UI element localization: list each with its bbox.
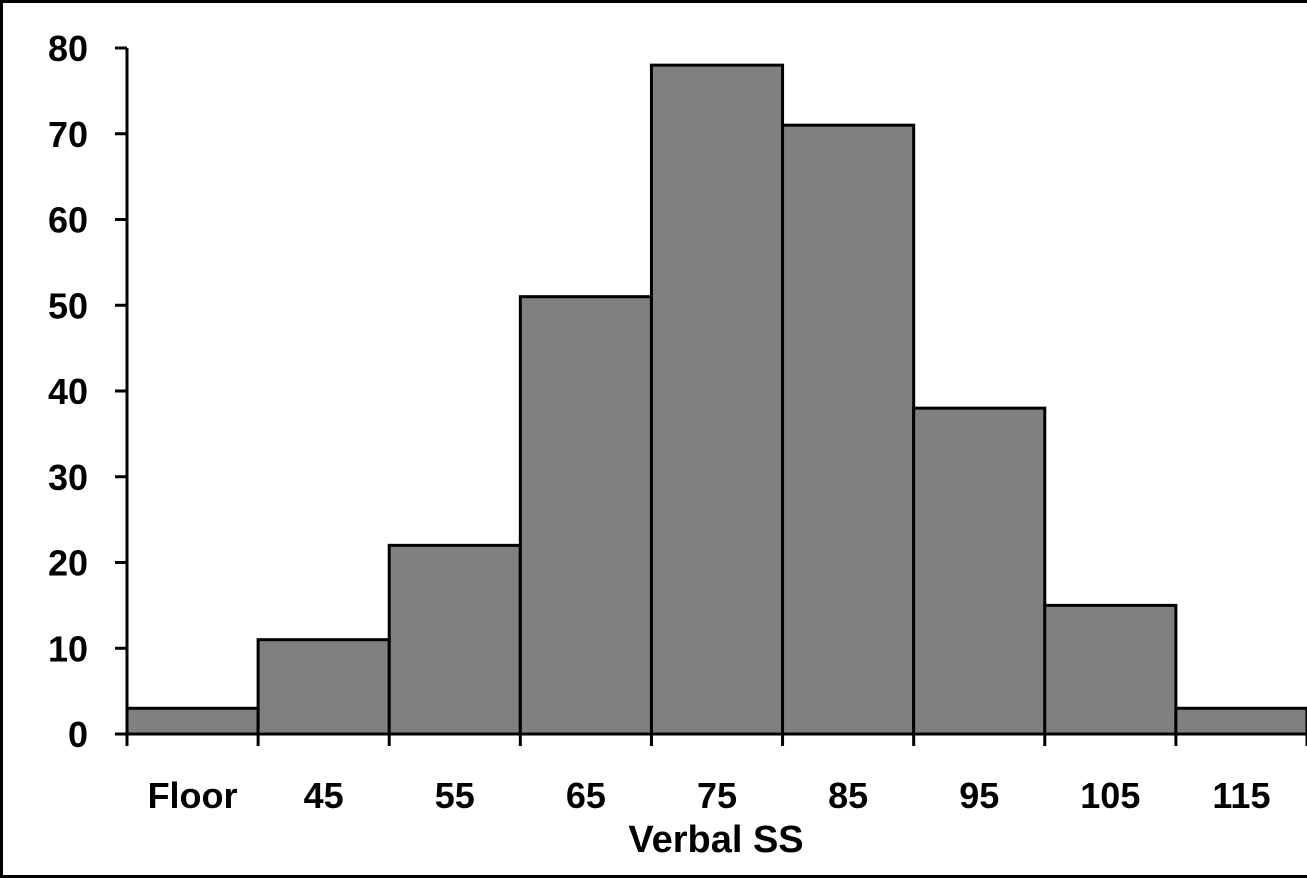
x-tick-label-75: 75 bbox=[697, 775, 737, 816]
x-ticks-group: Floor 45 55 65 75 85 95 105 115 bbox=[125, 734, 1307, 816]
y-ticks-group: 0 10 20 30 40 50 60 70 80 bbox=[48, 28, 127, 755]
x-tick-label-Floor: Floor bbox=[148, 775, 238, 816]
x-axis-label: Verbal SS bbox=[628, 819, 803, 861]
x-tick-label-105: 105 bbox=[1080, 775, 1140, 816]
bar-85 bbox=[781, 123, 916, 736]
y-tick-label: 40 bbox=[48, 371, 88, 412]
bar-95 bbox=[912, 406, 1047, 736]
y-tick-label: 60 bbox=[48, 200, 88, 241]
x-tick-label-45: 45 bbox=[304, 775, 344, 816]
x-tick-label-115: 115 bbox=[1212, 775, 1270, 816]
y-tick-label: 0 bbox=[68, 714, 88, 755]
bar-45 bbox=[256, 638, 391, 736]
y-tick-label: 70 bbox=[48, 114, 88, 155]
bars-group bbox=[125, 63, 1307, 736]
bar-55 bbox=[387, 543, 522, 736]
y-tick-label: 50 bbox=[48, 285, 88, 326]
y-tick-label: 30 bbox=[48, 457, 88, 498]
x-tick-label-55: 55 bbox=[435, 775, 475, 816]
y-tick-label: 80 bbox=[48, 28, 88, 69]
x-tick-label-95: 95 bbox=[959, 775, 999, 816]
y-tick-label: 10 bbox=[48, 628, 88, 669]
x-tick-label-85: 85 bbox=[828, 775, 868, 816]
bar-75 bbox=[649, 63, 785, 736]
bar-65 bbox=[518, 295, 653, 736]
x-tick-label-65: 65 bbox=[566, 775, 606, 816]
bar-115 bbox=[1174, 706, 1307, 736]
y-tick-label: 20 bbox=[48, 543, 88, 584]
bar-Floor bbox=[125, 706, 260, 736]
axes-group bbox=[125, 48, 1307, 744]
bar-105 bbox=[1043, 603, 1178, 736]
